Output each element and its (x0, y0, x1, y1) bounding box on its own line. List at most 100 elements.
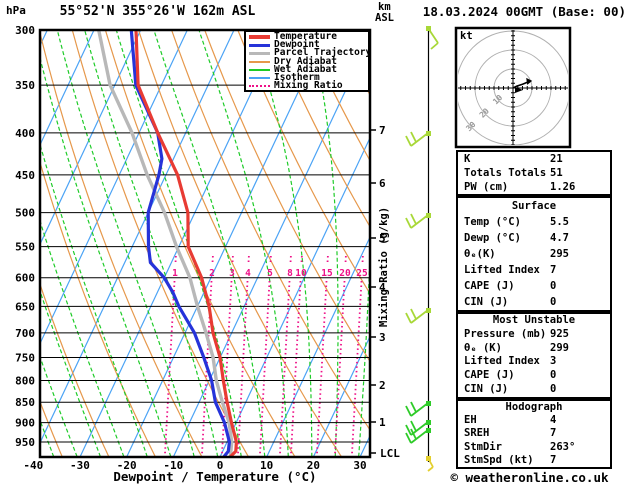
wet-adiabat-line (41, 59, 172, 456)
lcl-label: LCL (380, 447, 400, 460)
index-value: 7 (550, 427, 557, 440)
pressure-tick-label: 300 (15, 24, 35, 37)
temp-tick-label: 30 (353, 459, 366, 472)
index-value: 7 (550, 264, 557, 276)
km-tick-label: 3 (379, 331, 386, 344)
index-row: Lifted Index 7 (458, 262, 610, 278)
index-row: CAPE (J) 0 (458, 369, 610, 383)
index-label: CIN (J) (464, 296, 509, 308)
legend: Temperature Dewpoint Parcel Trajectory Dry … (244, 30, 371, 92)
index-label: SREH (464, 427, 490, 440)
pressure-tick-label: 800 (15, 375, 35, 388)
index-row: θₑ (K) 299 (458, 342, 610, 356)
dry-adiabat-line (138, 31, 342, 456)
isotherm-line (41, 31, 141, 244)
index-value: 295 (550, 248, 569, 260)
index-value: 0 (550, 296, 557, 308)
temp-tick-label: 0 (217, 459, 224, 472)
wind-barb (405, 213, 431, 229)
dry-adiabat-line (41, 34, 203, 456)
table-section-header: Hodograph (505, 401, 563, 413)
pressure-tick-label: 600 (15, 272, 35, 285)
legend-label: Dry Adiabat (274, 55, 337, 67)
index-row: θₑ(K) 295 (458, 246, 610, 262)
index-row: Totals Totals 51 (458, 166, 610, 180)
pressure-tick-label: 650 (15, 300, 35, 313)
km-tick-label: 2 (379, 379, 386, 392)
pressure-tick-label: 900 (15, 417, 35, 430)
legend-label: Temperature (274, 31, 337, 43)
index-label: PW (cm) (464, 181, 509, 193)
legend-label: Wet Adiabat (274, 63, 337, 75)
storm-motion-marker (515, 87, 523, 93)
hodograph-trace (512, 81, 529, 89)
mixing-ratio-value-label: 1 (172, 268, 178, 279)
km-tick-label: 1 (379, 416, 386, 429)
pressure-tick-label: 850 (15, 396, 35, 409)
index-row: Pressure (mb) 925 (458, 328, 610, 342)
temp-tick-label: -40 (23, 459, 43, 472)
index-row: StmDir 263° (458, 441, 610, 454)
legend-item: Temperature (249, 31, 368, 43)
temp-tick-label: -20 (117, 459, 137, 472)
index-label: Dewp (°C) (464, 232, 521, 244)
dry-adiabat-line (41, 402, 63, 456)
page-title: 55°52'N 355°26'W 162m ASL (59, 4, 256, 19)
mixing-ratio-line (163, 280, 176, 456)
indices-table-section: K 21 Totals Totals 51 PW (cm) 1.26 (456, 150, 612, 196)
wet-adiabat-line (84, 31, 219, 456)
parcel-trajectory-curve (97, 31, 234, 456)
dry-adiabat-line (105, 31, 296, 456)
wet-adiabat-line (56, 31, 195, 456)
dry-adiabat-line (270, 31, 369, 227)
x-axis-label: Dewpoint / Temperature (°C) (113, 469, 317, 484)
wind-barb (426, 456, 434, 472)
index-label: Totals Totals (464, 167, 547, 179)
legend-item: Dry Adiabat (249, 55, 368, 67)
index-label: Temp (°C) (464, 216, 521, 228)
legend-item: Dewpoint (249, 39, 368, 51)
isotherm-line (41, 31, 188, 343)
dry-adiabat-line (41, 163, 156, 456)
copyright-footer: © weatheronline.co.uk (450, 470, 609, 485)
table-section-header: Surface (511, 200, 557, 212)
legend-item: Parcel Trajectory (249, 48, 371, 58)
index-label: StmSpd (kt) (464, 453, 534, 466)
isotherm-line (41, 31, 95, 145)
wet-adiabat-line (358, 31, 369, 456)
mixing-ratio-value-label: 2 (209, 268, 215, 279)
mixing-ratio-value-label: 3 (229, 268, 235, 279)
index-row: CIN (J) 0 (458, 294, 610, 310)
index-value: 3 (550, 355, 557, 368)
index-row: Lifted Index 3 (458, 355, 610, 369)
temp-tick-label: -30 (70, 459, 90, 472)
dry-adiabat-line (0, 30, 16, 457)
isotherm-line (266, 237, 369, 456)
index-row: EH 4 (458, 414, 610, 427)
plot-border (38, 28, 372, 459)
index-label: CAPE (J) (464, 369, 515, 382)
legend-swatch (249, 60, 270, 63)
index-value: 4 (550, 414, 557, 427)
index-row: Dewp (°C) 4.7 (458, 230, 610, 246)
legend-label: Dewpoint (274, 39, 320, 51)
wet-adiabat-line (153, 31, 266, 456)
index-value: 4.7 (550, 232, 569, 244)
wet-adiabat-line (251, 31, 313, 456)
dry-adiabat-line (171, 31, 369, 430)
dewpoint-curve (129, 31, 231, 456)
mixing-ratio-value-label: 10 (295, 268, 307, 279)
index-label: CAPE (J) (464, 280, 515, 292)
temperature-curve (134, 31, 238, 456)
index-row: StmSpd (kt) 7 (458, 454, 610, 467)
wind-barb (405, 308, 431, 324)
wet-adiabat-line (41, 358, 78, 456)
table-section-header: Most Unstable (492, 314, 576, 326)
legend-swatch (249, 68, 270, 71)
isotherm-line (126, 31, 328, 456)
index-label: Lifted Index (464, 264, 540, 276)
pressure-tick-label: 450 (15, 169, 35, 182)
